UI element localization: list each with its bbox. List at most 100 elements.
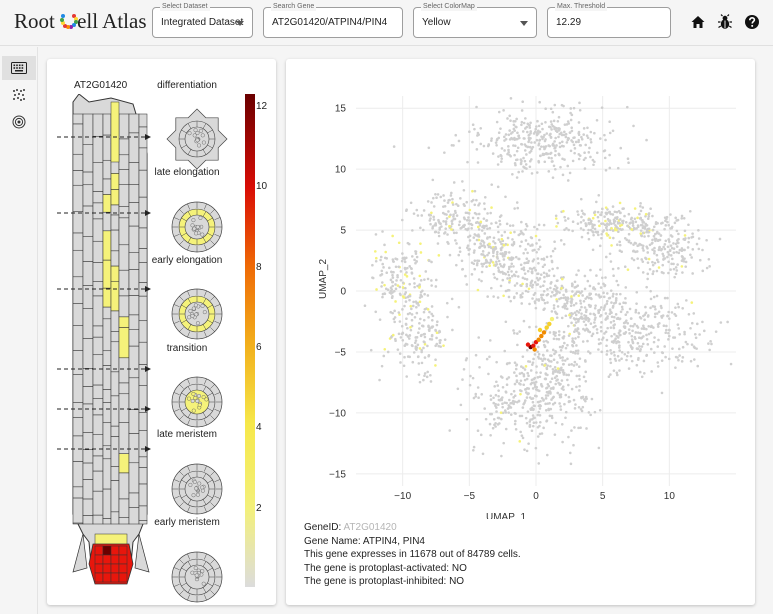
cell-point	[572, 351, 575, 354]
cell-point	[551, 125, 555, 128]
cell-point	[672, 336, 675, 339]
nav-scatter-view[interactable]	[2, 83, 36, 107]
cell-point	[468, 130, 471, 134]
cell-point	[552, 387, 555, 390]
cell-point	[664, 219, 667, 223]
cell-point	[418, 296, 422, 299]
cell-point	[543, 147, 546, 151]
cell-point	[549, 151, 553, 155]
cell-point	[551, 110, 555, 114]
cell-point	[434, 364, 437, 367]
cell-point	[632, 258, 636, 262]
cell-point	[616, 222, 620, 225]
cell-point	[589, 138, 593, 141]
cell-point	[544, 107, 547, 111]
cell-point	[623, 214, 626, 218]
cell-point	[419, 242, 422, 245]
cell-point	[652, 326, 655, 329]
cell-point	[539, 371, 542, 374]
cell-point	[595, 331, 599, 335]
cell-point	[564, 219, 567, 222]
cell-point	[427, 325, 430, 329]
cell-point	[460, 259, 464, 263]
cell-point	[537, 262, 540, 265]
cell-point	[633, 217, 637, 221]
cell-point	[653, 315, 657, 319]
cell-point	[498, 262, 502, 266]
threshold-input[interactable]: Max. Threshold 12.29	[547, 2, 671, 38]
cell-point	[446, 315, 449, 319]
cell-point	[646, 314, 650, 317]
cell-point	[499, 248, 503, 252]
cell-point	[483, 195, 487, 199]
cell-point	[431, 314, 435, 318]
cell-point	[539, 285, 542, 288]
cell-point	[612, 326, 616, 330]
chevron-down-icon	[520, 21, 528, 26]
home-icon[interactable]	[690, 14, 706, 30]
cell-point	[483, 245, 487, 249]
cell-point	[538, 139, 541, 142]
cell-point	[502, 441, 505, 445]
cell-point	[548, 414, 552, 418]
colormap-select[interactable]: Select ColorMap Yellow	[413, 2, 537, 38]
cell-point	[573, 330, 576, 334]
cell-point	[643, 225, 647, 228]
cell-point	[674, 355, 678, 359]
cell-point	[520, 267, 524, 271]
cell-point	[668, 249, 672, 253]
cell-point	[468, 234, 472, 238]
cell-point	[417, 355, 420, 358]
cell-point	[656, 260, 660, 264]
cell-point	[597, 446, 601, 450]
cell-point	[558, 291, 561, 294]
cell-point	[518, 372, 522, 375]
gene-search-input[interactable]: Search Gene AT2G01420/ATPIN4/PIN4	[263, 2, 403, 38]
cell-point	[614, 299, 618, 302]
bug-icon[interactable]	[717, 14, 733, 30]
cell-point	[673, 275, 676, 279]
cell-point	[694, 336, 698, 340]
cell-point	[547, 384, 551, 388]
cell-point	[499, 375, 503, 378]
cell-point	[418, 274, 422, 278]
cell-point	[639, 205, 642, 208]
help-icon[interactable]	[744, 14, 760, 30]
cell-point	[383, 243, 386, 247]
cell-point	[554, 136, 557, 140]
cell-point	[657, 232, 661, 235]
cell-point	[538, 424, 541, 428]
cell-point	[675, 245, 679, 248]
cell-point	[493, 241, 497, 245]
cell-point	[459, 403, 463, 407]
cell-point	[566, 179, 570, 182]
cell-point	[662, 245, 665, 249]
cell-point	[482, 217, 486, 220]
cell-point	[404, 300, 408, 303]
cell-point	[422, 378, 425, 382]
cell-point	[543, 133, 546, 137]
cell-point	[524, 416, 528, 420]
cell-point	[674, 242, 678, 246]
cell-point	[470, 226, 473, 230]
cell-point	[681, 271, 684, 274]
cell-point	[535, 276, 539, 280]
cell-point	[663, 247, 667, 251]
cell-point	[401, 295, 405, 298]
cell-point	[614, 297, 618, 300]
cell-point	[511, 224, 515, 227]
nav-cross-section-view[interactable]	[2, 110, 36, 134]
cell-point	[501, 411, 505, 415]
cell-point	[618, 201, 622, 205]
cell-point	[569, 304, 573, 308]
cell-point	[384, 287, 388, 291]
nav-root-view[interactable]	[2, 56, 36, 80]
cell-point	[580, 312, 583, 315]
cell-point	[422, 310, 426, 314]
dataset-select[interactable]: Select Dataset Integrated Dataset	[152, 2, 253, 38]
cell-point	[620, 250, 623, 254]
cell-point	[646, 217, 650, 220]
cell-point	[461, 267, 465, 271]
cell-point	[572, 398, 576, 402]
